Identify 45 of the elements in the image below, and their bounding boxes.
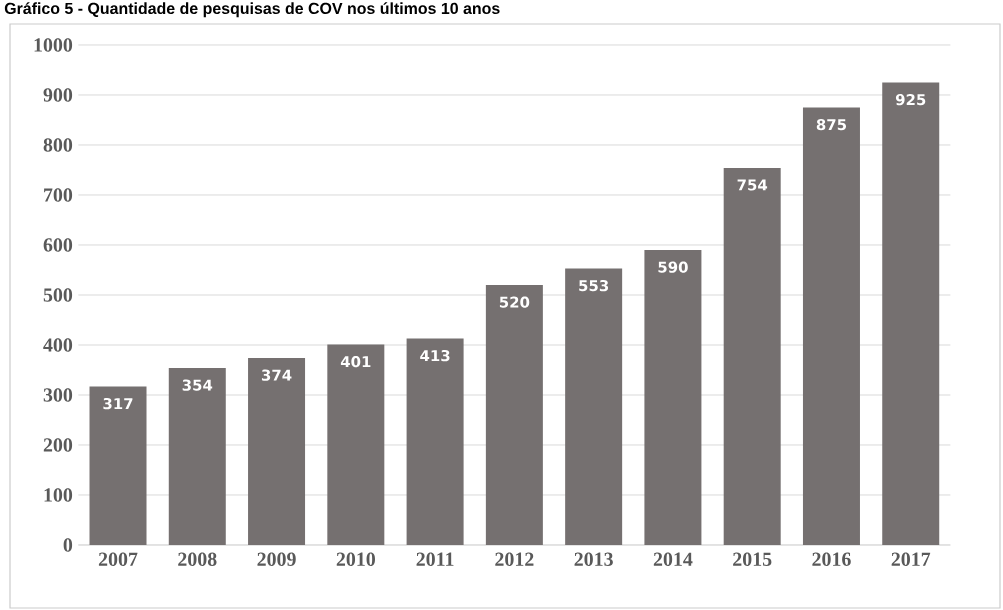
y-tick-label: 700 [44, 188, 73, 202]
x-tick-label: 2010 [336, 552, 375, 566]
y-tick-label: 600 [43, 238, 73, 252]
bar [565, 268, 623, 545]
y-tick-label: 100 [44, 488, 73, 502]
data-label: 553 [579, 279, 609, 292]
data-label: 413 [420, 349, 450, 362]
x-tick-label: 2012 [495, 552, 534, 566]
x-tick-label: 2007 [98, 552, 138, 566]
y-tick-label: 200 [43, 438, 73, 452]
data-label: 317 [103, 397, 133, 410]
data-label: 754 [737, 179, 768, 191]
y-tick-label: 400 [43, 338, 73, 352]
data-label: 401 [340, 355, 371, 368]
data-label: 354 [182, 379, 213, 391]
data-label: 520 [499, 296, 530, 308]
x-tick-label: 2008 [178, 552, 217, 566]
x-tick-label: 2013 [574, 552, 613, 566]
bar [327, 344, 385, 545]
y-tick-label: 300 [43, 388, 73, 402]
bar [882, 82, 940, 545]
x-tick-label: 2015 [733, 552, 772, 566]
chart-title: Gráfico 5 - Quantidade de pesquisas de COV nos últimos 10 anos [4, 2, 500, 18]
data-label: 875 [816, 118, 847, 131]
bar [406, 338, 464, 545]
x-tick-label: 2016 [812, 552, 851, 566]
bar [248, 357, 306, 545]
bar [644, 249, 702, 545]
y-tick-label: 800 [43, 138, 73, 152]
y-tick-label: 900 [43, 88, 73, 102]
bar [723, 167, 781, 545]
data-label: 590 [658, 261, 688, 273]
x-tick-label: 2017 [891, 552, 931, 566]
bar [168, 367, 226, 545]
x-tick-label: 2009 [257, 552, 296, 566]
data-label: 374 [261, 369, 292, 381]
bar [485, 284, 543, 545]
bar [802, 107, 860, 545]
y-tick-label: 1000 [34, 38, 73, 52]
x-tick-label: 2011 [416, 552, 454, 566]
data-label: 925 [895, 93, 926, 106]
x-tick-label: 2014 [653, 552, 693, 566]
y-tick-label: 0 [63, 538, 73, 552]
bar [89, 386, 147, 545]
y-tick-label: 500 [43, 288, 73, 302]
